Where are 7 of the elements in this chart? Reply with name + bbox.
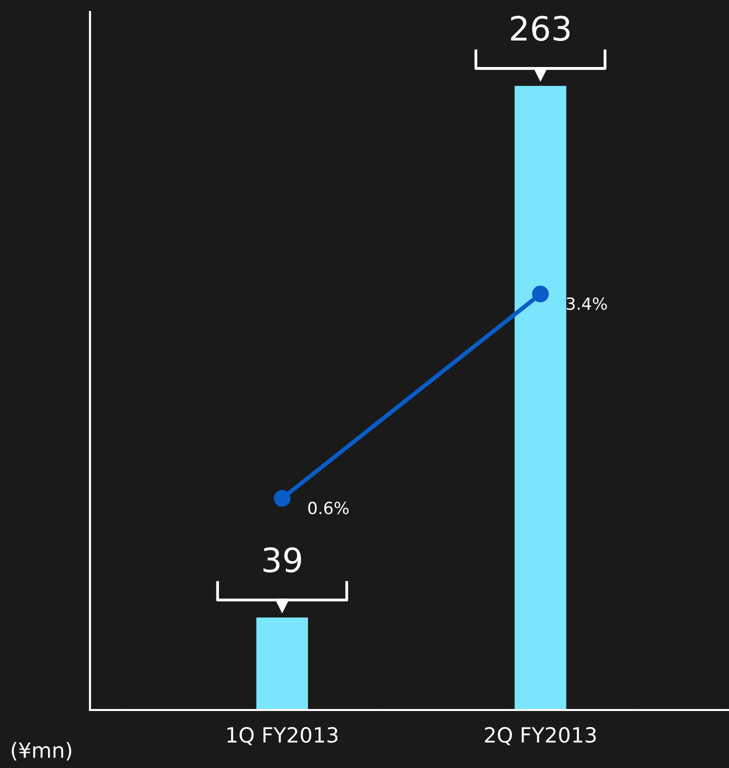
- x-tick-label: 1Q FY2013: [227, 727, 338, 746]
- data-label: 3.4%: [566, 297, 607, 310]
- x-tick-label: 2Q FY2013: [484, 727, 596, 746]
- data-label: 0.6%: [308, 502, 349, 514]
- text: (¥mn): [12, 742, 72, 760]
- data-label: 263: [511, 16, 570, 41]
- data-label: 39: [264, 547, 302, 572]
